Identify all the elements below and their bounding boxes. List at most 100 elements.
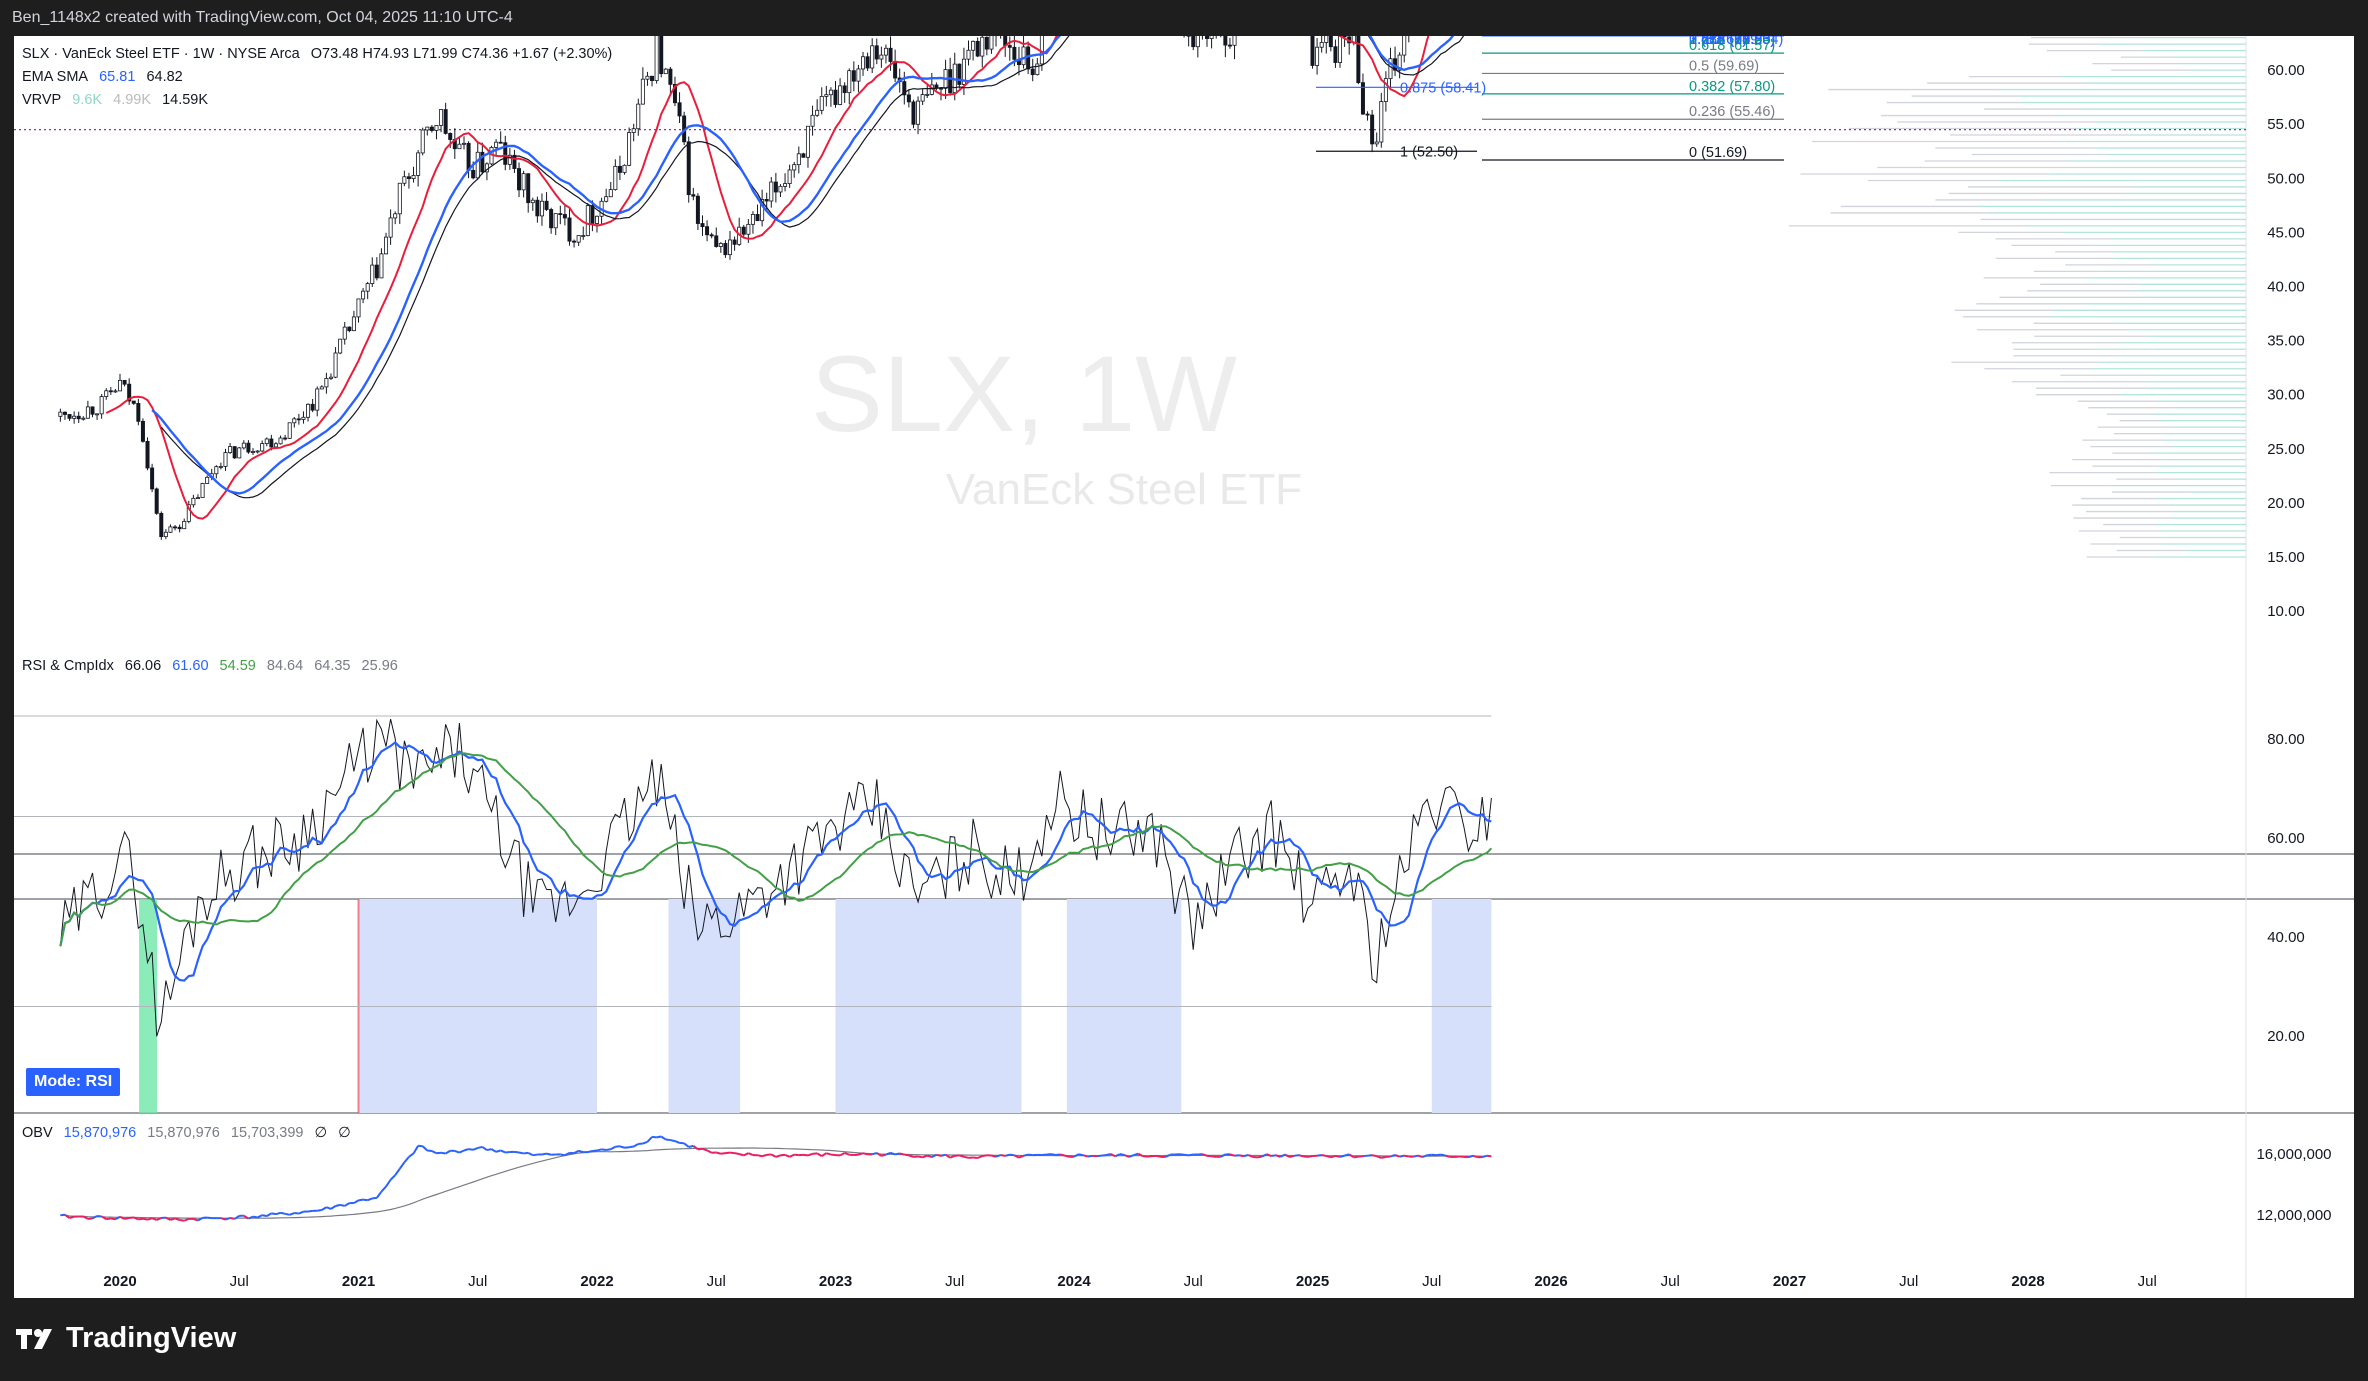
candle-body — [145, 440, 150, 469]
candle-body — [888, 47, 893, 62]
price-tick-label: 50.00 — [2267, 170, 2305, 187]
obv-line-segment — [1481, 1154, 1488, 1159]
obv-line-segment — [261, 1214, 267, 1218]
fib-extension-label: 2.618 (93.55) — [1689, 36, 1775, 48]
obv-line-segment — [619, 1145, 625, 1149]
candle-body — [796, 153, 801, 166]
rsi-line — [59, 718, 1492, 1037]
candle-body — [205, 476, 210, 484]
obv-line-segment — [394, 1168, 401, 1176]
obv-line-segment — [1229, 1153, 1235, 1157]
chart-panel[interactable]: 105.00100.0095.0090.0085.0080.0075.0070.… — [14, 36, 2354, 1298]
obv-v1: 15,870,976 — [63, 1125, 137, 1141]
obv-line-segment — [403, 1156, 410, 1164]
candle-body — [273, 443, 278, 448]
obv-line-segment — [816, 1152, 823, 1157]
candle-body — [691, 194, 696, 197]
obv-line-segment — [688, 1144, 694, 1148]
obv-line-segment — [633, 1143, 639, 1148]
candle-body — [255, 450, 260, 453]
obv-line-segment — [1220, 1153, 1226, 1158]
candle-body — [778, 185, 783, 193]
rsi-v6: 25.96 — [361, 658, 398, 674]
candle-body — [1338, 36, 1343, 63]
rsi-tick-label: 40.00 — [2267, 929, 2305, 946]
obv-line-segment — [541, 1152, 547, 1156]
candle-body — [163, 531, 168, 538]
candle-body — [200, 483, 205, 499]
obv-line-segment — [1128, 1154, 1134, 1158]
obv-line-segment — [243, 1214, 249, 1220]
rsi-tick-label: 80.00 — [2267, 731, 2305, 748]
candle-body — [232, 446, 237, 459]
vrvp-down: 4.99K — [113, 92, 152, 108]
obv-line-segment — [1133, 1152, 1139, 1157]
candle-body — [760, 199, 765, 222]
obv-tick-label: 12,000,000 — [2256, 1207, 2331, 1224]
ema-value: 65.81 — [99, 69, 136, 85]
candle-body — [228, 446, 233, 454]
time-tick-label: Jul — [2138, 1273, 2157, 1290]
obv-line-segment — [715, 1151, 722, 1155]
obv-line-segment — [119, 1215, 126, 1220]
candle-body — [67, 414, 72, 419]
obv-line-segment — [422, 1145, 428, 1152]
candle-body — [388, 217, 393, 238]
rsi-v5: 64.35 — [314, 658, 351, 674]
obv-line-segment — [734, 1152, 740, 1155]
candle-body — [319, 386, 324, 390]
footer: TradingView — [0, 1300, 2368, 1381]
obv-line-segment — [344, 1202, 350, 1207]
obv-line-segment — [472, 1146, 479, 1151]
obv-line-segment — [252, 1215, 258, 1219]
mode-rsi-button[interactable]: Mode: RSI — [26, 1068, 121, 1096]
candle-body — [750, 214, 755, 225]
price-tick-label: 15.00 — [2267, 549, 2305, 566]
candle-body — [640, 78, 645, 105]
candle-body — [76, 415, 81, 420]
obv-line-segment — [69, 1215, 75, 1220]
obv-line-segment — [151, 1217, 158, 1221]
obv-line-segment — [523, 1151, 529, 1155]
obv-line-segment — [844, 1152, 850, 1156]
obv-line-segment — [440, 1151, 446, 1155]
obv-line-segment — [1376, 1155, 1382, 1159]
price-chart-svg[interactable]: 105.00100.0095.0090.0085.0080.0075.0070.… — [14, 36, 2354, 1298]
candle-body — [636, 103, 641, 130]
obv-line-segment — [170, 1217, 176, 1221]
fib-extension-label: 3.618 (109.34) — [1689, 36, 1783, 48]
price-tick-label: 60.00 — [2267, 62, 2305, 79]
candle-body — [507, 154, 512, 165]
candle-body — [1324, 36, 1329, 43]
obv-line-segment — [477, 1145, 483, 1149]
candle-body — [1370, 114, 1375, 145]
candle-body — [1365, 113, 1370, 116]
obv-line-segment — [138, 1217, 144, 1221]
candle-body — [324, 378, 329, 388]
obv-line-segment — [803, 1153, 809, 1157]
tradingview-logo[interactable]: TradingView — [14, 1322, 236, 1355]
obv-line-segment — [747, 1152, 754, 1157]
candle-body — [645, 75, 650, 80]
obv-line-segment — [1275, 1154, 1281, 1158]
obv-line-segment — [1367, 1154, 1373, 1157]
candle-body — [911, 101, 916, 125]
candle-body — [62, 411, 67, 415]
obv-line-segment — [991, 1154, 997, 1158]
obv-line-segment — [1390, 1153, 1396, 1158]
fib-extension-label: 1.414 (74.30) — [1689, 36, 1775, 48]
candle-body — [1012, 46, 1017, 60]
candle-body — [118, 379, 123, 392]
candle-body — [654, 36, 659, 81]
candle-body — [1402, 36, 1407, 56]
obv-line-segment — [156, 1217, 162, 1221]
candle-body — [819, 96, 824, 111]
candle-body — [677, 102, 682, 117]
candle-body — [1223, 36, 1228, 46]
obv-line-segment — [1142, 1155, 1148, 1158]
obv-line-segment — [220, 1217, 226, 1221]
obv-line-segment — [353, 1199, 359, 1204]
obv-line-segment — [977, 1155, 983, 1159]
candle-body — [695, 195, 700, 224]
candle-body — [81, 417, 86, 420]
